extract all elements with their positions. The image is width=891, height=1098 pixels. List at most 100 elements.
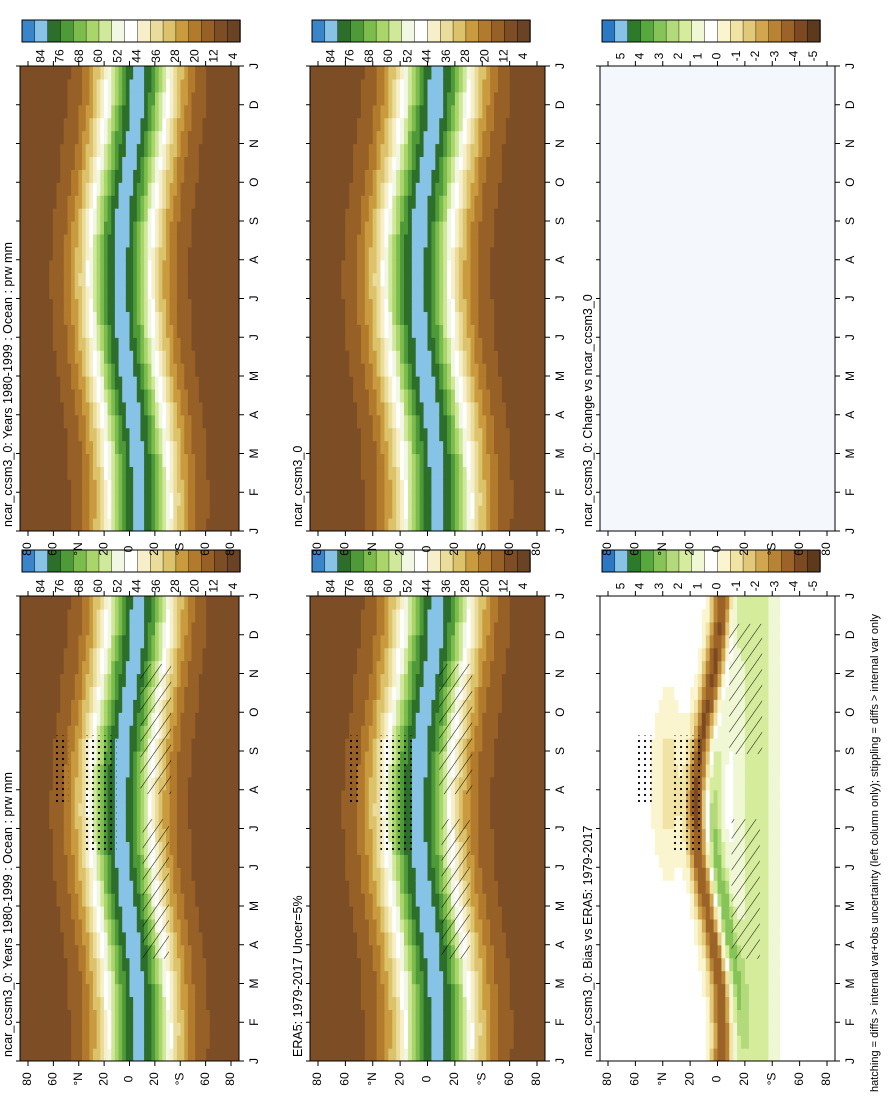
field-cell — [155, 608, 160, 623]
field-cell — [34, 802, 39, 817]
field-cell — [93, 156, 98, 170]
field-cell — [107, 893, 112, 907]
field-cell — [122, 802, 127, 817]
field-cell — [158, 169, 163, 183]
field-cell — [224, 596, 229, 610]
field-cell — [180, 738, 185, 752]
field-cell — [224, 505, 229, 519]
field-cell — [217, 686, 222, 700]
field-cell — [56, 376, 61, 390]
field-cell — [213, 751, 218, 765]
field-cell — [220, 673, 225, 688]
field-cell — [118, 401, 123, 416]
colorbar-label: 36 — [149, 579, 163, 593]
field-cell — [45, 492, 50, 506]
field-cell — [187, 647, 193, 662]
field-cell — [129, 957, 134, 972]
field-cell — [96, 944, 101, 959]
field-cell — [187, 828, 193, 843]
field-cell — [67, 350, 72, 364]
field-cell — [224, 608, 229, 623]
field-cell — [52, 272, 58, 287]
field-cell — [310, 647, 315, 662]
field-cell — [333, 906, 339, 920]
field-cell — [166, 634, 171, 649]
field-cell — [228, 1035, 233, 1049]
field-cell — [133, 970, 138, 985]
field-cell — [56, 957, 61, 972]
field-cell — [129, 169, 134, 183]
field-cell — [38, 117, 43, 132]
field-cell — [20, 776, 25, 791]
field-cell — [103, 867, 109, 881]
field-cell — [176, 414, 182, 429]
field-cell — [122, 763, 127, 778]
field-cell — [228, 621, 233, 636]
field-cell — [103, 608, 109, 623]
field-cell — [49, 828, 54, 843]
field-cell — [231, 647, 236, 662]
field-cell — [133, 957, 138, 972]
field-cell — [107, 492, 112, 506]
field-cell — [206, 285, 211, 300]
field-cell — [228, 221, 233, 235]
field-cell — [191, 1009, 196, 1023]
field-cell — [114, 621, 120, 636]
field-cell — [184, 944, 189, 959]
field-cell — [195, 376, 200, 390]
field-cell — [180, 802, 185, 817]
field-cell — [93, 221, 98, 235]
field-cell — [313, 996, 319, 1010]
field-cell — [38, 104, 43, 119]
field-cell — [34, 660, 39, 675]
field-cell — [45, 970, 50, 985]
field-cell — [100, 596, 105, 610]
field-cell — [129, 880, 134, 894]
field-cell — [107, 401, 112, 416]
field-cell — [341, 1009, 346, 1023]
field-cell — [220, 738, 225, 752]
field-cell — [38, 918, 43, 933]
field-cell — [209, 221, 215, 235]
field-cell — [345, 854, 350, 868]
field-cell — [173, 1035, 178, 1049]
field-cell — [125, 983, 131, 998]
field-cell — [195, 634, 200, 649]
field-cell — [118, 298, 123, 313]
field-cell — [30, 957, 36, 972]
field-cell — [325, 957, 331, 972]
field-cell — [74, 957, 79, 972]
field-cell — [228, 1048, 233, 1061]
field-cell — [224, 957, 229, 972]
field-cell — [122, 350, 127, 364]
field-cell — [151, 143, 156, 158]
field-cell — [191, 285, 196, 300]
field-cell — [129, 143, 134, 158]
field-cell — [30, 246, 36, 261]
field-cell — [228, 931, 233, 946]
field-cell — [49, 802, 54, 817]
field-cell — [129, 337, 134, 351]
field-cell — [213, 337, 218, 351]
field-cell — [235, 208, 239, 222]
field-cell — [49, 518, 54, 531]
field-cell — [310, 1035, 315, 1049]
field-cell — [176, 1009, 182, 1023]
field-cell — [321, 1035, 327, 1049]
field-cell — [166, 621, 171, 636]
field-cell — [337, 944, 342, 959]
field-cell — [357, 957, 362, 972]
field-cell — [111, 466, 116, 480]
field-cell — [151, 634, 156, 649]
field-cell — [93, 893, 98, 907]
field-cell — [184, 776, 189, 791]
field-cell — [198, 195, 204, 209]
field-cell — [71, 221, 76, 235]
field-cell — [198, 867, 204, 881]
field-cell — [235, 156, 239, 170]
field-cell — [100, 492, 105, 506]
field-cell — [45, 815, 50, 830]
field-cell — [209, 66, 215, 80]
field-cell — [144, 91, 149, 106]
field-cell — [195, 712, 200, 726]
